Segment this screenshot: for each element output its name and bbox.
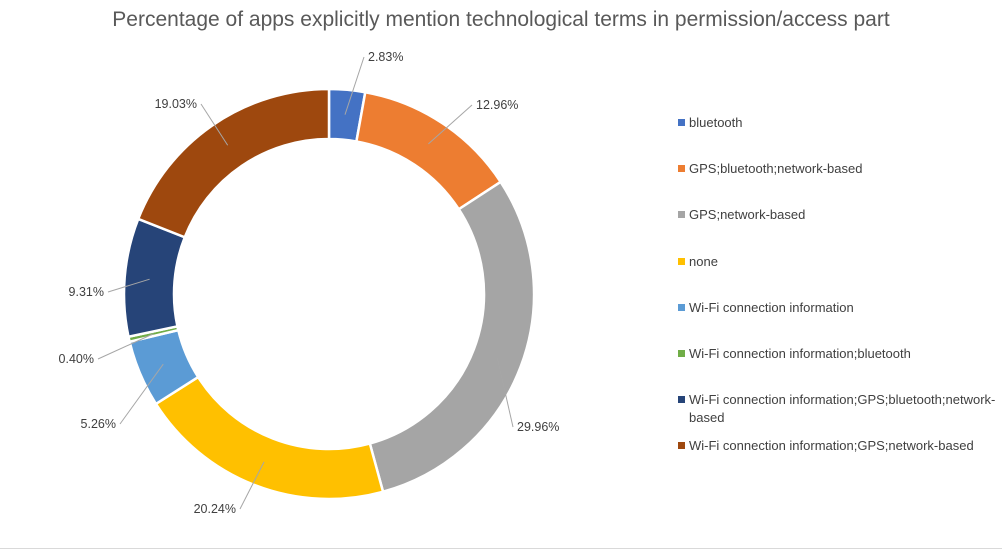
data-label-3: 20.24% (194, 502, 236, 516)
legend-swatch (678, 350, 685, 357)
legend-item: GPS;network-based (678, 206, 998, 224)
legend-label: Wi-Fi connection information (689, 300, 854, 315)
data-labels: 2.83% 12.96% 29.96% 20.24% 5.26% 0.40% 9.31% 19… (59, 50, 560, 516)
slice-7 (136, 87, 331, 239)
leader-lines (97, 56, 514, 510)
legend-label: none (689, 254, 718, 269)
leader-line-2 (496, 357, 514, 428)
legend-swatch (678, 304, 685, 311)
legend-swatch (678, 165, 685, 172)
data-label-4: 5.26% (81, 417, 116, 431)
leader-line-3 (239, 461, 265, 510)
legend-swatch (678, 258, 685, 265)
leader-line-7 (200, 103, 229, 146)
data-label-1: 12.96% (476, 98, 518, 112)
leader-line-4 (119, 363, 164, 425)
leader-line-1 (428, 104, 473, 145)
data-label-5: 0.40% (59, 352, 94, 366)
legend-label: GPS;network-based (689, 207, 806, 222)
legend-item: Wi-Fi connection information;bluetooth (678, 345, 998, 363)
data-label-0: 2.83% (368, 50, 403, 64)
slice-6 (122, 217, 187, 339)
leader-line-5 (97, 333, 154, 360)
legend-swatch (678, 396, 685, 403)
data-label-6: 9.31% (69, 285, 104, 299)
legend-swatch (678, 211, 685, 218)
legend-item: GPS;bluetooth;network-based (678, 160, 998, 178)
slice-2 (368, 180, 536, 494)
legend-label: Wi-Fi connection information;GPS;network… (689, 438, 974, 453)
slices-layer (122, 87, 536, 501)
slice-3 (154, 375, 385, 501)
legend-item: none (678, 253, 998, 271)
leader-line-0 (344, 56, 365, 115)
legend-item: Wi-Fi connection information;GPS;bluetoo… (678, 391, 998, 427)
legend-label: GPS;bluetooth;network-based (689, 161, 863, 176)
legend-label: bluetooth (689, 115, 743, 130)
legend-swatch (678, 442, 685, 449)
legend-label: Wi-Fi connection information;bluetooth (689, 346, 911, 361)
divider (0, 548, 1002, 549)
data-label-7: 19.03% (155, 97, 197, 111)
legend-item: bluetooth (678, 114, 998, 132)
chart-title: Percentage of apps explicitly mention te… (112, 8, 890, 31)
legend-item: Wi-Fi connection information (678, 299, 998, 317)
legend-item: Wi-Fi connection information;GPS;network… (678, 437, 998, 455)
data-label-2: 29.96% (517, 420, 559, 434)
legend-swatch (678, 119, 685, 126)
leader-line-6 (107, 278, 150, 293)
legend-label: Wi-Fi connection information;GPS;bluetoo… (689, 392, 996, 425)
